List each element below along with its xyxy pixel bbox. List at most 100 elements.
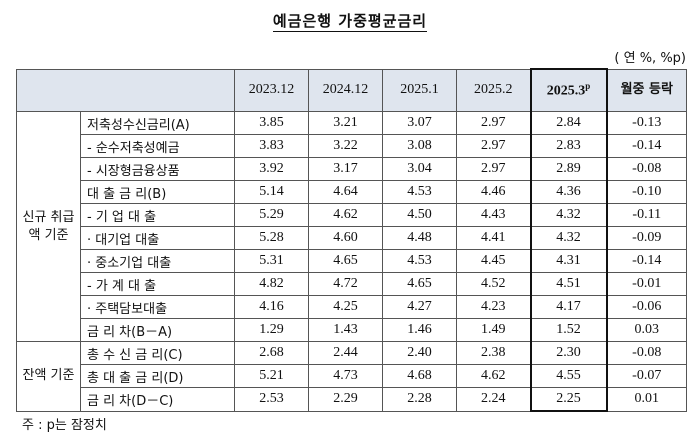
table-cell: 4.52 xyxy=(456,272,531,296)
table-cell: 4.65 xyxy=(382,272,457,296)
table-cell: 1.52 xyxy=(529,318,608,342)
table-cell: 3.83 xyxy=(234,134,309,158)
table-cell: 4.82 xyxy=(234,272,309,296)
table-cell: 4.50 xyxy=(382,203,457,227)
row-label: - 시장형금융상품 xyxy=(80,157,235,181)
table-cell: 4.53 xyxy=(382,180,457,204)
row-label: 저축성수신금리(A) xyxy=(80,111,235,135)
table-cell: 4.65 xyxy=(308,249,383,273)
table-cell: 2.38 xyxy=(456,341,531,365)
table-cell: 1.49 xyxy=(456,318,531,342)
row-label: - 순수저축성예금 xyxy=(80,134,235,158)
table-row: - 기 업 대 출 5.29 4.62 4.50 4.43 4.32 -0.11 xyxy=(17,203,687,227)
table-cell: 4.53 xyxy=(382,249,457,273)
table-cell: 3.04 xyxy=(382,157,457,181)
table-row: - 가 계 대 출 4.82 4.72 4.65 4.52 4.51 -0.01 xyxy=(17,272,687,296)
header-2025-2: 2025.2 xyxy=(456,68,531,112)
table-cell: 4.23 xyxy=(456,295,531,319)
table-cell: 4.46 xyxy=(456,180,531,204)
table-cell: 5.21 xyxy=(234,364,309,388)
table-row: 잔액 기준 총 수 신 금 리(C) 2.68 2.44 2.40 2.38 2.30 -0.… xyxy=(16,341,687,412)
row-label: · 중소기업 대출 xyxy=(80,249,235,273)
table-cell: -0.09 xyxy=(606,226,687,250)
table-cell: 2.29 xyxy=(308,387,383,412)
table-cell: 2.68 xyxy=(234,341,309,365)
table-cell: 1.29 xyxy=(234,318,309,342)
table-cell: -0.10 xyxy=(606,180,687,204)
table-cell: 4.60 xyxy=(308,226,383,250)
table-cell: 3.21 xyxy=(308,111,383,135)
group-new-label: 신규 취급액 기준 xyxy=(16,111,81,342)
table-row: - 시장형금융상품 3.92 3.17 3.04 2.97 2.89 -0.08 xyxy=(17,157,687,181)
table-cell: 2.40 xyxy=(382,341,457,365)
table-row: 금 리 차(B－A) 1.29 1.43 1.46 1.49 1.52 0.03 xyxy=(17,318,687,342)
table-cell: 5.14 xyxy=(234,180,309,204)
table-cell: -0.14 xyxy=(606,249,687,273)
table-cell: 4.55 xyxy=(529,364,608,388)
header-2025-3: 2025.3p xyxy=(529,68,608,112)
table-cell: 2.24 xyxy=(456,387,531,412)
table-cell: 4.31 xyxy=(529,249,608,273)
table-cell: 4.62 xyxy=(456,364,531,388)
unit-label: ( 연 %, %p) xyxy=(614,51,686,66)
table-cell: 3.17 xyxy=(308,157,383,181)
interest-rate-table: 2023.12 2024.12 2025.1 2025.2 2025.3p 월중… xyxy=(16,68,687,412)
table-cell: 2.89 xyxy=(529,157,608,181)
table-cell: 4.25 xyxy=(308,295,383,319)
table-cell: 2.84 xyxy=(529,111,608,135)
table-cell: 4.73 xyxy=(308,364,383,388)
table-title: 예금은행 가중평균금리 xyxy=(272,12,428,32)
table-cell: -0.06 xyxy=(606,295,687,319)
table-cell: 2.25 xyxy=(529,387,608,412)
table-cell: -0.13 xyxy=(606,111,687,135)
header-2025-1: 2025.1 xyxy=(382,68,457,112)
table-cell: 2.83 xyxy=(529,134,608,158)
table-cell: 1.43 xyxy=(308,318,383,342)
table-cell: 2.97 xyxy=(456,157,531,181)
table-row: · 주택담보대출 4.16 4.25 4.27 4.23 4.17 -0.06 xyxy=(17,295,687,319)
table-cell: 5.31 xyxy=(234,249,309,273)
row-label: 금 리 차(B－A) xyxy=(80,318,235,342)
row-label: 금 리 차(D－C) xyxy=(80,387,235,412)
table-cell: 4.27 xyxy=(382,295,457,319)
header-2023-12: 2023.12 xyxy=(234,68,309,112)
table-cell: 3.92 xyxy=(234,157,309,181)
table-cell: 2.97 xyxy=(456,111,531,135)
table-cell: -0.08 xyxy=(606,341,687,365)
table-cell: 3.08 xyxy=(382,134,457,158)
table-cell: 2.30 xyxy=(529,341,608,365)
header-row: 2023.12 2024.12 2025.1 2025.2 2025.3p 월중… xyxy=(16,68,687,112)
header-blank xyxy=(16,68,235,112)
table-row: 총 대 출 금 리(D) 5.21 4.73 4.68 4.62 4.55 -0.07 xyxy=(17,364,687,388)
table-row: 금 리 차(D－C) 2.53 2.29 2.28 2.24 2.25 0.01 xyxy=(17,387,687,412)
table-cell: 3.22 xyxy=(308,134,383,158)
table-cell: 4.48 xyxy=(382,226,457,250)
table-row: · 중소기업 대출 5.31 4.65 4.53 4.45 4.31 -0.14 xyxy=(17,249,687,273)
table-cell: -0.01 xyxy=(606,272,687,296)
table-cell: 0.03 xyxy=(606,318,687,342)
table-cell: 4.41 xyxy=(456,226,531,250)
table-cell: 4.36 xyxy=(529,180,608,204)
row-label: · 주택담보대출 xyxy=(80,295,235,319)
table-cell: 2.97 xyxy=(456,134,531,158)
row-label: 대 출 금 리(B) xyxy=(80,180,235,204)
table-cell: 4.51 xyxy=(529,272,608,296)
table-cell: -0.14 xyxy=(606,134,687,158)
table-cell: -0.07 xyxy=(606,364,687,388)
row-label: 총 대 출 금 리(D) xyxy=(80,364,235,388)
table-row: 대 출 금 리(B) 5.14 4.64 4.53 4.46 4.36 -0.10 xyxy=(17,180,687,204)
row-label: - 가 계 대 출 xyxy=(80,272,235,296)
group-balance-label: 잔액 기준 xyxy=(16,341,81,412)
table-cell: 4.64 xyxy=(308,180,383,204)
header-2024-12: 2024.12 xyxy=(308,68,383,112)
row-label: - 기 업 대 출 xyxy=(80,203,235,227)
table-cell: 4.62 xyxy=(308,203,383,227)
table-cell: 3.07 xyxy=(382,111,457,135)
row-label: 총 수 신 금 리(C) xyxy=(80,341,235,365)
table-cell: -0.11 xyxy=(606,203,687,227)
table-cell: 4.68 xyxy=(382,364,457,388)
table-cell: 2.44 xyxy=(308,341,383,365)
table-cell: 4.72 xyxy=(308,272,383,296)
header-monthly-change: 월중 등락 xyxy=(606,68,687,112)
table-cell: 2.28 xyxy=(382,387,457,412)
